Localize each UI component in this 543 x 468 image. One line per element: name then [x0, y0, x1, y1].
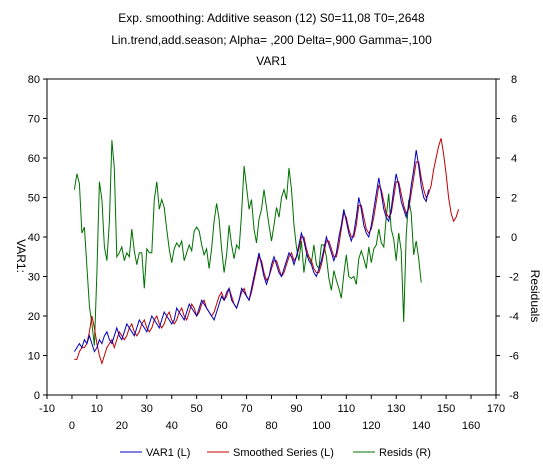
y-left-tick-label: 10 [28, 351, 40, 363]
x-tick-label-upper: 150 [437, 403, 455, 415]
y-right-tick-label: 2 [511, 193, 517, 205]
series-line-1 [74, 138, 460, 366]
legend-label: Smoothed Series (L) [233, 447, 334, 459]
x-tick-label-upper: 110 [338, 403, 356, 415]
y-right-tick-label: -4 [509, 311, 519, 323]
x-tick-label-lower: 0 [69, 420, 75, 432]
y-left-tick-label: 60 [28, 153, 40, 165]
chart-title: Exp. smoothing: Additive season (12) S0=… [118, 11, 425, 25]
y-right-tick-label: 6 [511, 114, 517, 126]
y-left-tick-label: 20 [28, 311, 40, 323]
x-tick-label-lower: 120 [362, 420, 380, 432]
y-left-tick-label: 80 [28, 74, 40, 86]
series-line-2 [73, 140, 422, 346]
x-tick-label-upper: 70 [240, 403, 252, 415]
y-right-tick-label: -8 [509, 390, 519, 402]
y-left-tick-label: 40 [28, 232, 40, 244]
legend: VAR1 (L) Smoothed Series (L) Resids (R) [120, 447, 431, 459]
x-tick-label-lower: 80 [265, 420, 277, 432]
x-tick-label-upper: 10 [91, 403, 103, 415]
x-tick-label-upper: 90 [290, 403, 302, 415]
x-tick-label-lower: 60 [215, 420, 227, 432]
x-tick-label-upper: 30 [141, 403, 153, 415]
chart-subtitle: Lin.trend,add.season; Alpha= ,200 Delta=… [111, 33, 432, 47]
y-right-tick-label: 0 [511, 232, 517, 244]
x-tick-label-lower: 160 [462, 420, 480, 432]
series-line-0 [73, 150, 430, 353]
y-right-tick-label: 8 [511, 74, 517, 86]
x-tick-label-lower: 40 [166, 420, 178, 432]
legend-label: VAR1 (L) [146, 447, 190, 459]
x-tick-label-upper: 170 [487, 403, 505, 415]
y-left-tick-label: 70 [28, 114, 40, 126]
y-right-tick-label: -6 [509, 351, 519, 363]
y-left-tick-label: 30 [28, 272, 40, 284]
legend-label: Resids (R) [379, 447, 431, 459]
x-tick-label-upper: 130 [387, 403, 405, 415]
x-tick-label-lower: 140 [412, 420, 430, 432]
plot-area [46, 78, 497, 396]
y-right-tick-label: -2 [509, 272, 519, 284]
chart-variable-title: VAR1 [256, 54, 287, 68]
y-right-tick-label: 4 [511, 153, 517, 165]
x-tick-label-lower: 100 [312, 420, 330, 432]
x-tick-label-lower: 20 [116, 420, 128, 432]
y-axis-label-left: VAR1: [14, 239, 28, 273]
x-tick-label-upper: 50 [191, 403, 203, 415]
y-axis-label-right: Residuals [528, 270, 542, 323]
y-left-tick-label: 0 [34, 390, 40, 402]
x-tick-label-upper: -10 [39, 403, 55, 415]
y-left-tick-label: 50 [28, 193, 40, 205]
